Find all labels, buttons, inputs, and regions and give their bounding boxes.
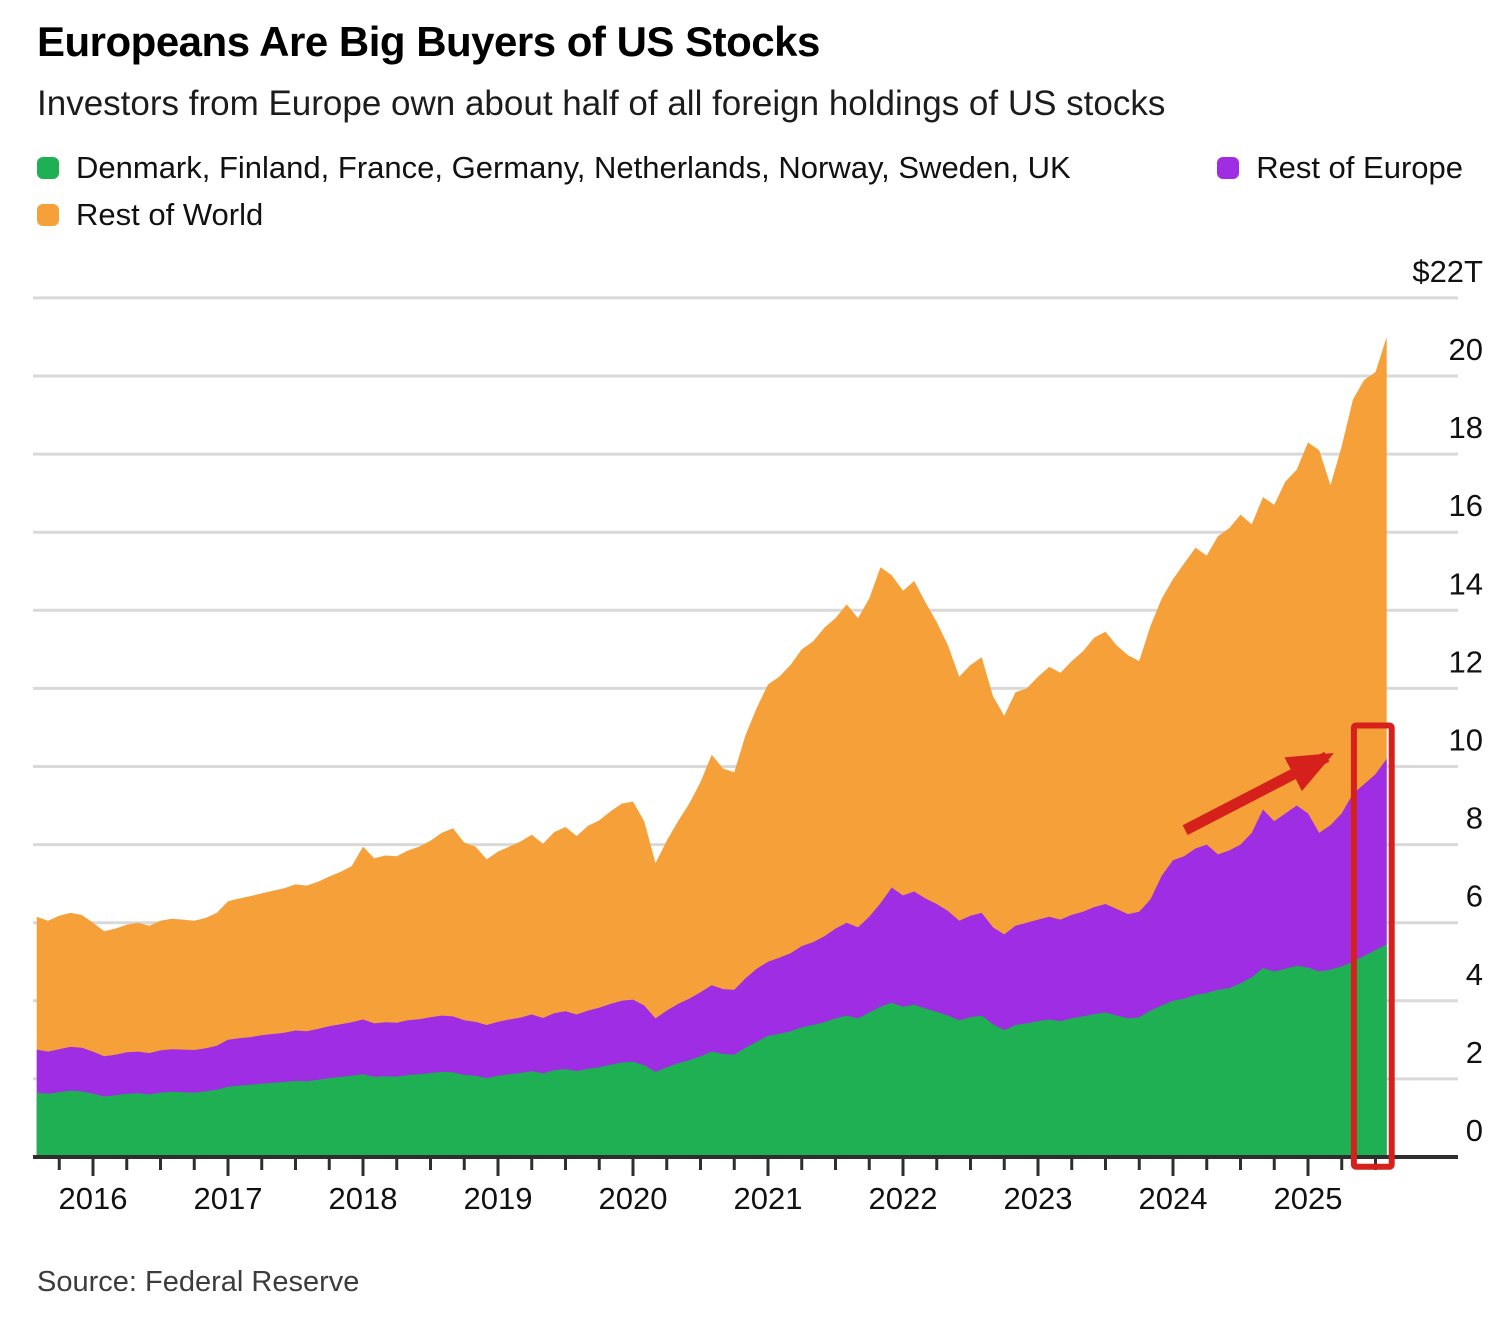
x-tick-label: 2024 [1139,1181,1208,1216]
y-tick-label: 20 [1449,332,1483,367]
legend-item-rest-of-world: Rest of World [37,197,263,233]
x-tick-label: 2019 [464,1181,533,1216]
legend-item-europe8: Denmark, Finland, France, Germany, Nethe… [37,150,1071,186]
y-tick-label: 12 [1449,644,1483,679]
x-tick-label: 2018 [329,1181,398,1216]
y-tick-label: 8 [1466,801,1483,836]
legend-swatch-rest-of-europe-icon [1217,157,1240,179]
legend-item-rest-of-europe: Rest of Europe [1217,150,1463,186]
legend-label-rest-of-world: Rest of World [76,197,264,232]
y-tick-label: 4 [1466,957,1483,992]
legend: Denmark, Finland, France, Germany, Nethe… [37,150,1463,244]
legend-row-2: Rest of World [37,197,1463,233]
chart-subtitle: Investors from Europe own about half of … [37,84,1166,123]
legend-label-rest-of-europe: Rest of Europe [1256,150,1463,185]
y-tick-label: 6 [1466,879,1483,914]
legend-swatch-europe8-icon [37,157,59,179]
area-europe8 [36,944,1387,1157]
source-note: Source: Federal Reserve [37,1266,360,1298]
legend-row-1: Denmark, Finland, France, Germany, Nethe… [37,150,1463,186]
x-tick-label: 2022 [869,1181,938,1216]
x-tick-label: 2021 [734,1181,803,1216]
x-tick-label: 2017 [194,1181,263,1216]
page-title: Europeans Are Big Buyers of US Stocks [37,18,820,65]
y-tick-label: 16 [1449,488,1483,523]
y-tick-label: 0 [1466,1113,1483,1148]
x-tick-label: 2023 [1004,1181,1073,1216]
y-tick-label: 14 [1449,566,1483,601]
x-tick-label: 2025 [1274,1181,1343,1216]
y-tick-label: 18 [1449,410,1483,445]
y-tick-label: 10 [1449,723,1483,758]
trend-arrow [1182,751,1335,836]
x-tick-label: 2020 [599,1181,668,1216]
x-tick-label: 2016 [59,1181,128,1216]
legend-label-europe8: Denmark, Finland, France, Germany, Nethe… [76,150,1071,185]
legend-swatch-rest-of-world-icon [37,204,59,226]
y-tick-label: 2 [1466,1035,1483,1070]
highlight-rect [1350,722,1395,1170]
y-axis-top-label: $22T [1412,254,1483,289]
